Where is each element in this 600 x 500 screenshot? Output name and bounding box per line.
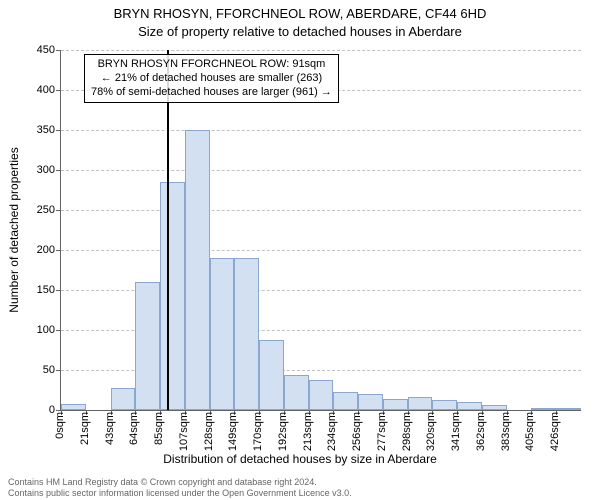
xtick-label: 170sqm — [252, 412, 264, 451]
ytick-mark — [56, 50, 61, 51]
histogram-bar — [111, 388, 136, 410]
grid-line — [61, 50, 581, 51]
ytick-mark — [56, 330, 61, 331]
xtick-label: 64sqm — [128, 412, 140, 445]
histogram-bar — [210, 258, 235, 410]
plot-area — [60, 50, 581, 411]
histogram-bar — [556, 408, 581, 410]
grid-line — [61, 170, 581, 171]
ytick-label: 100 — [5, 324, 55, 336]
copyright-line-2: Contains public sector information licen… — [8, 488, 352, 498]
histogram-bar — [284, 375, 309, 410]
ytick-label: 50 — [5, 364, 55, 376]
grid-line — [61, 250, 581, 251]
histogram-bar — [160, 182, 185, 410]
xtick-label: 383sqm — [500, 412, 512, 451]
grid-line — [61, 130, 581, 131]
ytick-mark — [56, 90, 61, 91]
histogram-bar — [309, 380, 334, 410]
xtick-label: 405sqm — [524, 412, 536, 451]
histogram-bar — [531, 408, 556, 410]
histogram-bar — [61, 404, 86, 410]
ytick-label: 200 — [5, 244, 55, 256]
xtick-label: 298sqm — [401, 412, 413, 451]
copyright-text: Contains HM Land Registry data © Crown c… — [8, 477, 352, 498]
xtick-label: 85sqm — [153, 412, 165, 445]
info-box-line: BRYN RHOSYN FFORCHNEOL ROW: 91sqm — [91, 58, 332, 72]
xtick-label: 107sqm — [178, 412, 190, 451]
xtick-label: 256sqm — [351, 412, 363, 451]
title-main: BRYN RHOSYN, FFORCHNEOL ROW, ABERDARE, C… — [0, 6, 600, 21]
ytick-mark — [56, 250, 61, 251]
ytick-label: 250 — [5, 204, 55, 216]
ytick-label: 150 — [5, 284, 55, 296]
histogram-bar — [135, 282, 160, 410]
xtick-label: 213sqm — [302, 412, 314, 451]
histogram-bar — [358, 394, 383, 410]
ytick-label: 450 — [5, 44, 55, 56]
histogram-bar — [259, 340, 284, 410]
xtick-label: 192sqm — [277, 412, 289, 451]
histogram-bar — [234, 258, 259, 410]
histogram-bar — [457, 402, 482, 410]
copyright-line-1: Contains HM Land Registry data © Crown c… — [8, 477, 352, 487]
xtick-label: 341sqm — [450, 412, 462, 451]
xtick-label: 43sqm — [104, 412, 116, 445]
histogram-bar — [408, 397, 433, 410]
ytick-mark — [56, 170, 61, 171]
ytick-mark — [56, 130, 61, 131]
ytick-label: 0 — [5, 404, 55, 416]
xtick-label: 128sqm — [203, 412, 215, 451]
histogram-bar — [482, 405, 507, 410]
histogram-bar — [333, 392, 358, 410]
xtick-label: 320sqm — [425, 412, 437, 451]
ytick-mark — [56, 210, 61, 211]
ytick-mark — [56, 290, 61, 291]
info-box-line: 78% of semi-detached houses are larger (… — [91, 86, 332, 100]
ytick-label: 300 — [5, 164, 55, 176]
title-sub: Size of property relative to detached ho… — [0, 24, 600, 39]
xtick-label: 426sqm — [549, 412, 561, 451]
histogram-bar — [432, 400, 457, 410]
xtick-label: 362sqm — [475, 412, 487, 451]
histogram-bar — [383, 399, 408, 410]
ytick-mark — [56, 370, 61, 371]
xtick-label: 21sqm — [79, 412, 91, 445]
xtick-label: 0sqm — [54, 412, 66, 439]
xtick-label: 277sqm — [376, 412, 388, 451]
xtick-label: 234sqm — [326, 412, 338, 451]
info-box: BRYN RHOSYN FFORCHNEOL ROW: 91sqm← 21% o… — [84, 54, 339, 103]
info-box-line: ← 21% of detached houses are smaller (26… — [91, 72, 332, 86]
xtick-label: 149sqm — [227, 412, 239, 451]
ytick-label: 400 — [5, 84, 55, 96]
histogram-bar — [185, 130, 210, 410]
x-axis-label: Distribution of detached houses by size … — [0, 452, 600, 466]
property-marker-line — [167, 50, 169, 410]
ytick-label: 350 — [5, 124, 55, 136]
grid-line — [61, 210, 581, 211]
